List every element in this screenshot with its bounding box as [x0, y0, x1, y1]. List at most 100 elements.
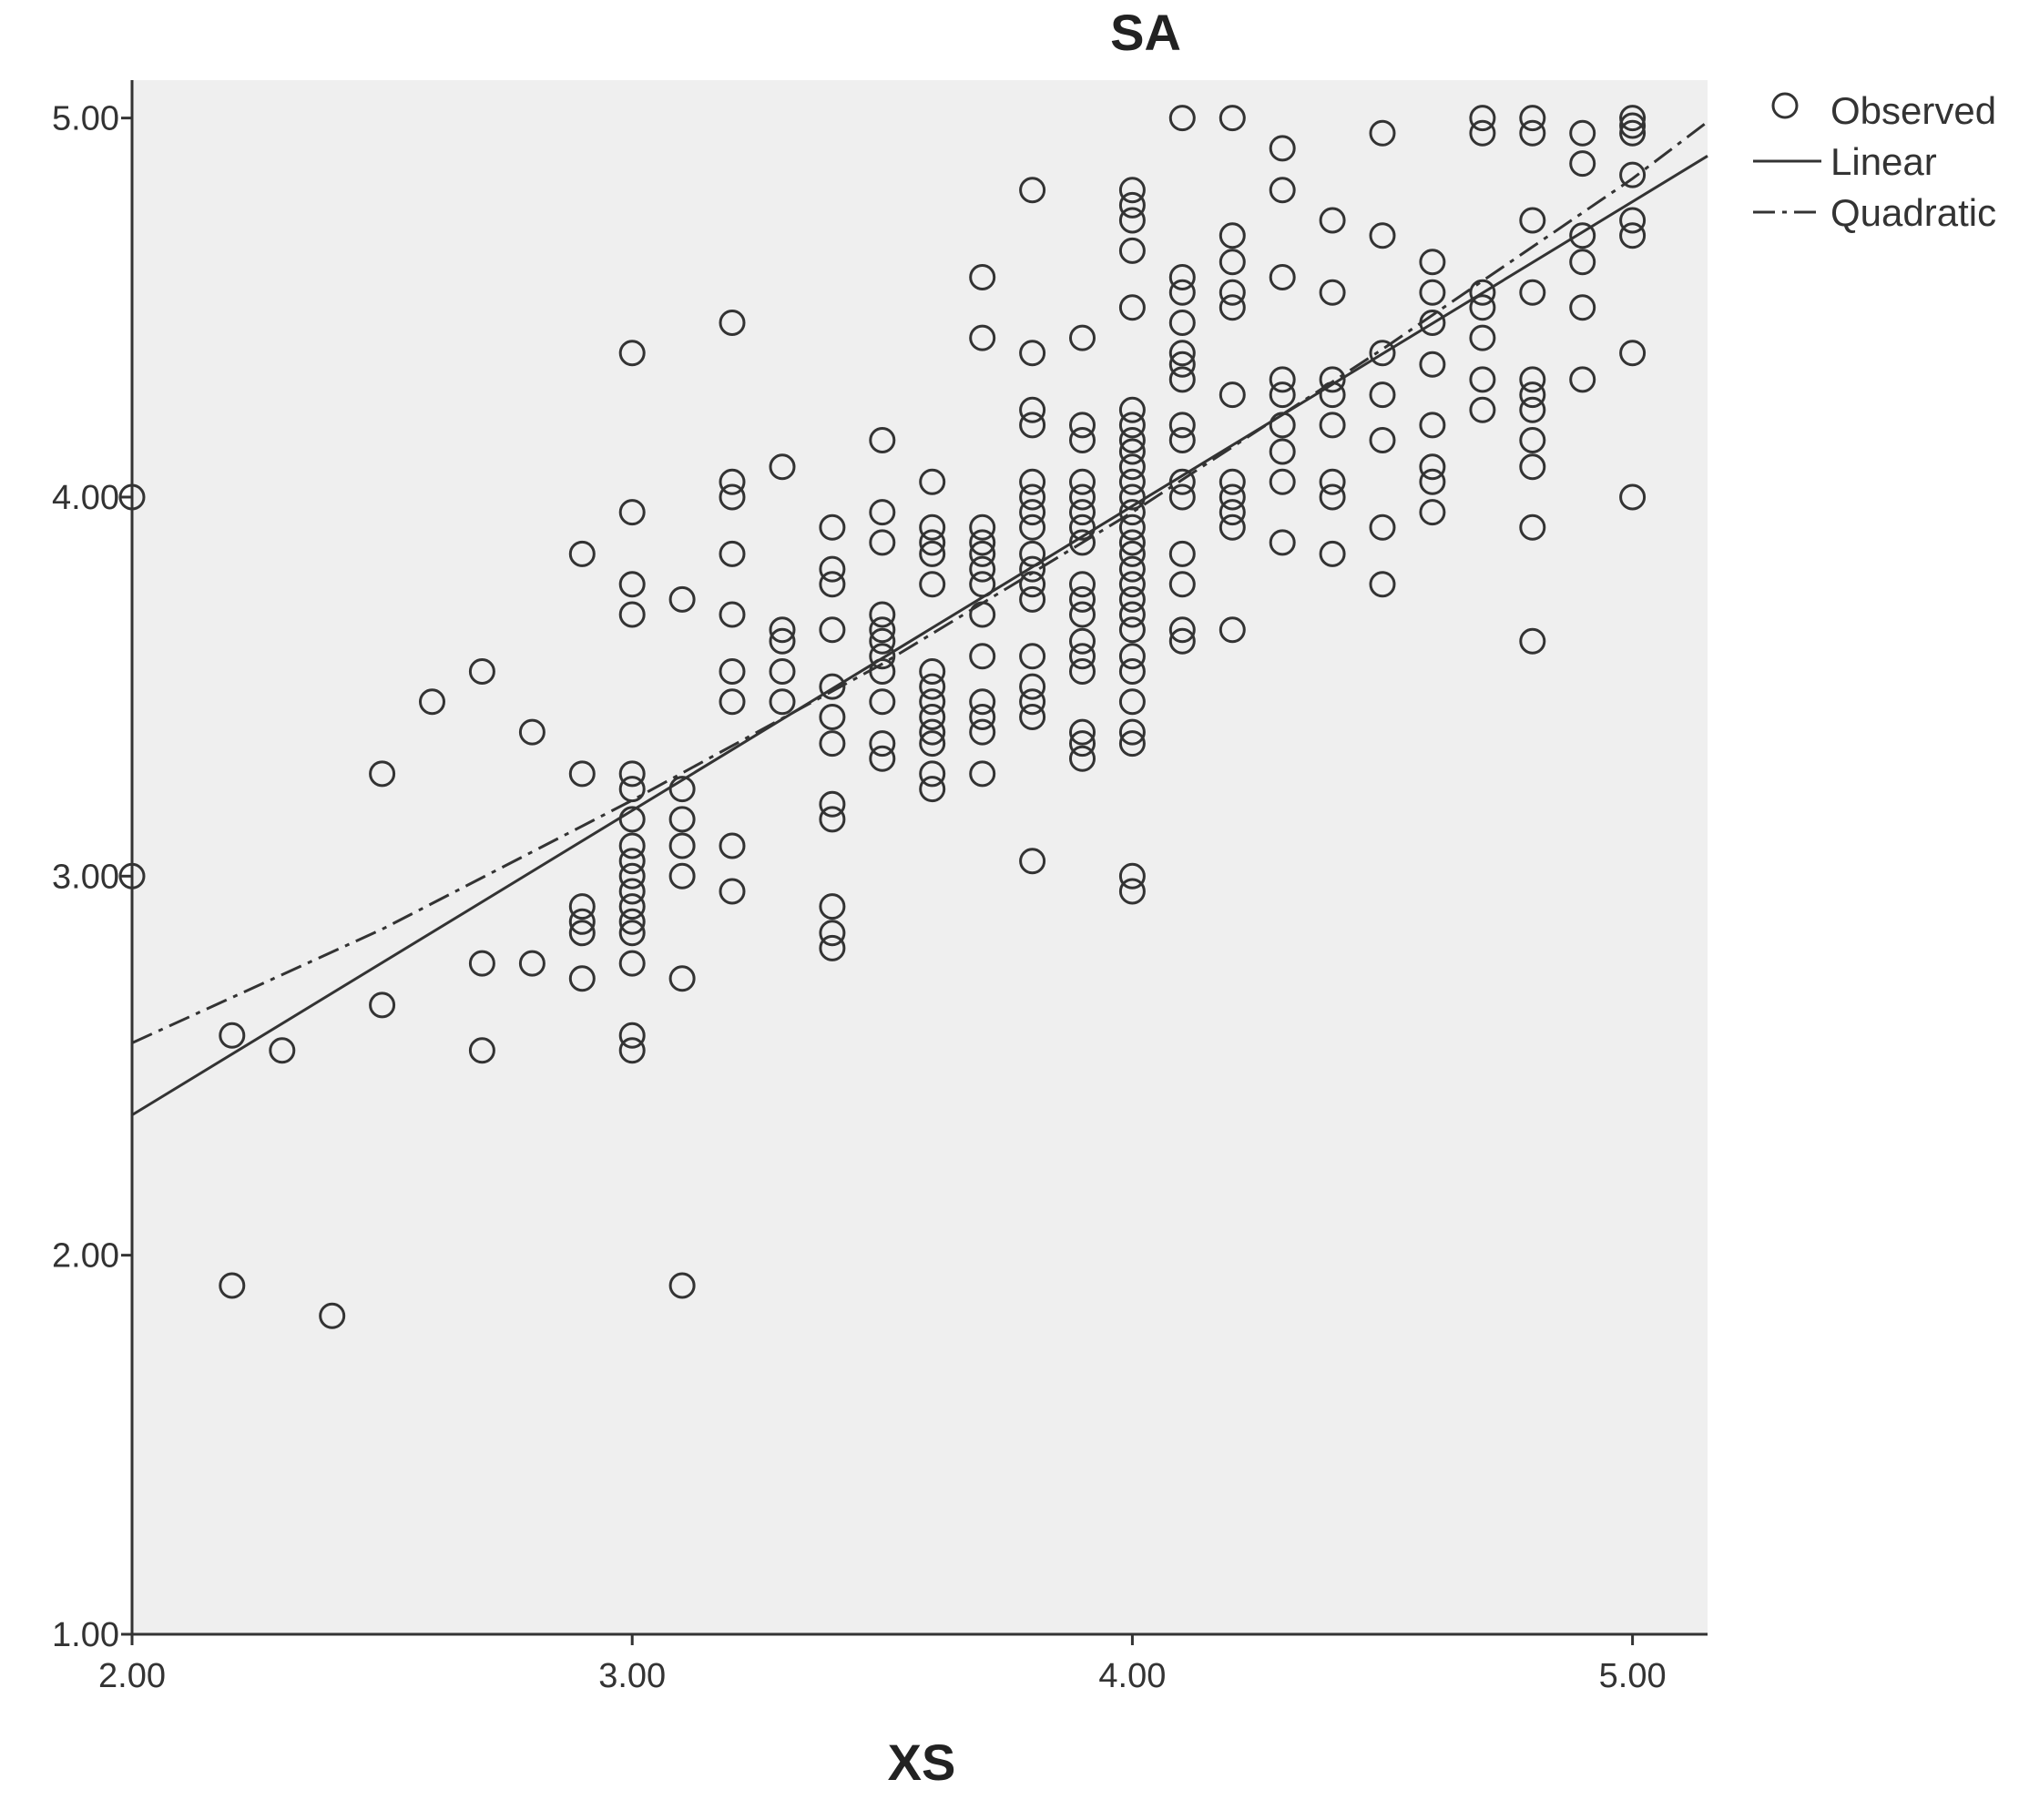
observed-point-192 — [1219, 499, 1246, 526]
observed-point-208 — [1319, 412, 1346, 439]
observed-point-15 — [568, 760, 596, 788]
observed-point-141 — [1118, 177, 1146, 204]
observed-point-159 — [1118, 585, 1146, 613]
x-tick-label-2: 4.00 — [1098, 1657, 1166, 1695]
observed-point-103 — [969, 688, 996, 716]
observed-point-174 — [1168, 351, 1196, 378]
observed-point-160 — [1118, 601, 1146, 628]
observed-point-186 — [1219, 249, 1246, 276]
legend: Observed Linear Quadratic — [1753, 89, 1996, 234]
observed-point-97 — [969, 529, 996, 556]
observed-point-212 — [1369, 119, 1396, 147]
observed-point-242 — [1519, 453, 1546, 481]
observed-point-149 — [1118, 438, 1146, 465]
observed-point-170 — [1168, 264, 1196, 290]
legend-observed-marker — [1771, 92, 1799, 119]
observed-point-205 — [1319, 279, 1346, 306]
observed-point-249 — [1569, 294, 1596, 321]
observed-point-68 — [819, 920, 846, 947]
observed-point-188 — [1219, 294, 1246, 321]
observed-point-33 — [618, 920, 646, 947]
observed-point-85 — [919, 571, 946, 598]
observed-point-76 — [869, 643, 896, 670]
observed-point-121 — [1019, 688, 1046, 716]
observed-point-35 — [618, 1022, 646, 1049]
observed-point-13 — [518, 950, 546, 977]
observed-point-95 — [969, 324, 996, 351]
observed-point-32 — [618, 908, 646, 935]
observed-point-171 — [1168, 279, 1196, 306]
observed-point-146 — [1118, 396, 1146, 423]
chart-title: SA — [1110, 4, 1181, 61]
observed-point-232 — [1469, 366, 1496, 393]
observed-point-210 — [1319, 483, 1346, 511]
observed-point-145 — [1118, 294, 1146, 321]
observed-point-231 — [1469, 324, 1496, 351]
observed-point-14 — [568, 540, 596, 567]
observed-point-2 — [219, 1022, 246, 1049]
observed-point-156 — [1118, 540, 1146, 567]
observed-point-137 — [1069, 658, 1096, 685]
observed-point-106 — [969, 760, 996, 788]
observed-point-211 — [1319, 540, 1346, 567]
observed-point-105 — [969, 718, 996, 746]
observed-point-96 — [969, 513, 996, 541]
legend-linear-label: Linear — [1830, 140, 1937, 183]
observed-point-184 — [1219, 105, 1246, 132]
observed-point-124 — [1069, 324, 1096, 351]
observed-point-88 — [919, 688, 946, 716]
observed-point-25 — [618, 776, 646, 803]
observed-point-125 — [1069, 412, 1096, 439]
observed-point-111 — [1019, 468, 1046, 495]
observed-point-226 — [1419, 499, 1446, 526]
observed-point-57 — [769, 688, 796, 716]
observed-point-230 — [1469, 294, 1496, 321]
observed-point-48 — [719, 601, 746, 628]
observed-point-238 — [1519, 366, 1546, 393]
observed-point-6 — [369, 760, 396, 788]
observed-point-98 — [969, 540, 996, 567]
observed-point-109 — [1019, 396, 1046, 423]
observed-point-80 — [869, 745, 896, 772]
observed-point-140 — [1069, 745, 1096, 772]
observed-point-251 — [1619, 105, 1647, 132]
observed-point-257 — [1619, 340, 1647, 367]
observed-point-228 — [1469, 119, 1496, 147]
observed-point-190 — [1219, 468, 1246, 495]
observed-point-250 — [1569, 366, 1596, 393]
observed-point-42 — [668, 965, 696, 992]
observed-point-39 — [668, 806, 696, 833]
x-ticks: 2.00 3.00 4.00 5.00 — [98, 1634, 1667, 1695]
observed-point-72 — [869, 529, 896, 556]
observed-point-229 — [1469, 279, 1496, 306]
observed-point-21 — [618, 499, 646, 526]
observed-point-74 — [869, 616, 896, 644]
observed-point-27 — [618, 832, 646, 859]
observed-point-245 — [1569, 119, 1596, 147]
observed-point-176 — [1168, 412, 1196, 439]
observed-point-142 — [1118, 191, 1146, 219]
observed-point-70 — [869, 427, 896, 453]
observed-point-47 — [719, 540, 746, 567]
observed-point-130 — [1069, 513, 1096, 541]
observed-point-3 — [219, 1272, 246, 1299]
legend-observed-label: Observed — [1830, 89, 1996, 132]
observed-point-107 — [1019, 177, 1046, 204]
observed-point-203 — [1269, 529, 1296, 556]
observed-point-51 — [719, 832, 746, 859]
legend-quadratic-label: Quadratic — [1830, 191, 1996, 234]
observed-point-79 — [869, 730, 896, 757]
observed-point-36 — [618, 1037, 646, 1064]
observed-point-152 — [1118, 483, 1146, 511]
observed-point-255 — [1619, 207, 1647, 234]
observed-point-19 — [568, 965, 596, 992]
observed-point-56 — [769, 658, 796, 685]
observed-point-194 — [1219, 616, 1246, 644]
observed-point-20 — [618, 340, 646, 367]
observed-point-53 — [769, 453, 796, 481]
observed-point-155 — [1118, 529, 1146, 556]
observed-point-215 — [1369, 381, 1396, 409]
observed-point-94 — [969, 264, 996, 290]
observed-point-49 — [719, 658, 746, 685]
observed-point-187 — [1219, 279, 1246, 306]
